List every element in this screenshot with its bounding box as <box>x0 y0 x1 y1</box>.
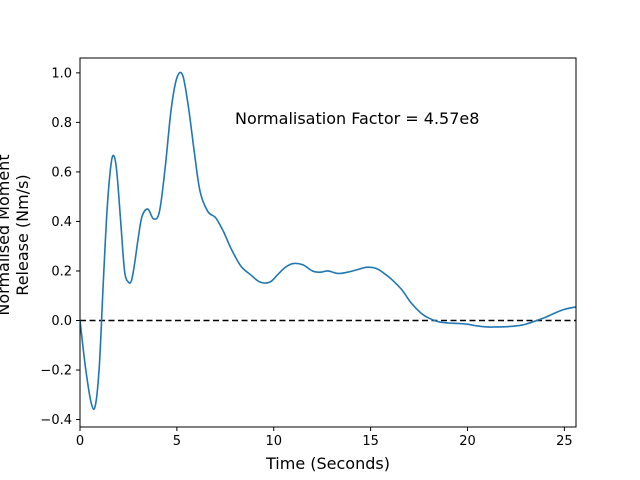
data-point <box>428 317 429 318</box>
data-point <box>448 322 449 323</box>
data-point <box>277 274 278 275</box>
data-point <box>120 221 121 222</box>
data-point <box>165 166 166 167</box>
data-point <box>285 267 286 268</box>
data-point <box>153 218 154 219</box>
data-point <box>457 323 458 324</box>
x-tick-label: 15 <box>362 434 379 449</box>
x-tick-label: 5 <box>173 434 181 449</box>
data-point <box>131 280 132 281</box>
data-point <box>477 325 478 326</box>
data-point <box>223 231 224 232</box>
data-point <box>99 364 100 365</box>
data-point <box>401 289 402 290</box>
data-point <box>128 282 129 283</box>
data-point <box>182 75 183 76</box>
data-point <box>231 248 232 249</box>
data-point <box>486 326 487 327</box>
data-point <box>200 191 201 192</box>
data-point <box>107 208 108 209</box>
data-point <box>525 324 526 325</box>
axes-frame <box>79 57 577 428</box>
x-tick-label: 10 <box>265 434 282 449</box>
plot-area <box>80 71 576 411</box>
data-point <box>124 270 125 271</box>
data-point <box>391 279 392 280</box>
data-point <box>376 268 377 269</box>
data-point <box>467 324 468 325</box>
data-point <box>110 164 111 165</box>
data-point <box>564 309 565 310</box>
x-tick-label: 25 <box>556 434 573 449</box>
data-point <box>554 312 555 313</box>
data-point <box>337 273 338 274</box>
x-tick-label: 20 <box>459 434 476 449</box>
data-point <box>113 155 114 156</box>
data-point <box>420 312 421 313</box>
data-point <box>366 267 367 268</box>
data-point <box>269 282 270 283</box>
series-line-0 <box>80 71 576 411</box>
data-point <box>116 171 117 172</box>
data-point <box>103 283 104 284</box>
data-point <box>91 404 92 405</box>
data-point <box>250 274 251 275</box>
data-point <box>138 238 139 239</box>
data-point <box>384 273 385 274</box>
axis-ticks: 0 5 10 15 20 25 −0.4 −0.2 0.0 0.2 0.4 0.6 0.8 1.0 <box>40 66 572 449</box>
normalisation-annotation: Normalisation Factor = 4.57e8 <box>235 109 479 128</box>
y-tick-label: 0.2 <box>51 264 72 279</box>
data-point <box>411 303 412 304</box>
y-tick-label: −0.4 <box>40 413 72 428</box>
data-point <box>170 109 171 110</box>
data-point <box>438 321 439 322</box>
data-point <box>147 208 148 209</box>
data-point <box>356 269 357 270</box>
data-point <box>260 282 261 283</box>
data-point <box>176 77 177 78</box>
data-point <box>95 404 96 405</box>
data-point <box>85 369 86 370</box>
data-point <box>302 264 303 265</box>
data-point <box>134 265 135 266</box>
data-point <box>320 272 321 273</box>
y-axis-label-line2: Release (Nm/s) <box>13 174 32 295</box>
data-point <box>293 263 294 264</box>
data-point <box>515 325 516 326</box>
data-point <box>506 326 507 327</box>
y-tick-label: 1.0 <box>51 66 72 81</box>
data-point <box>496 326 497 327</box>
x-axis-label: Time (Seconds) <box>265 454 390 473</box>
x-tick-label: 0 <box>76 434 84 449</box>
data-point <box>215 217 216 218</box>
data-point <box>327 270 328 271</box>
data-point <box>347 272 348 273</box>
y-tick-label: 0.8 <box>51 116 72 131</box>
data-point <box>207 211 208 212</box>
data-point <box>535 320 536 321</box>
y-axis-label: Normalised Moment Release (Nm/s) <box>0 154 32 315</box>
data-point <box>188 107 189 108</box>
data-point <box>194 152 195 153</box>
data-point <box>159 211 160 212</box>
y-tick-label: 0.0 <box>51 314 72 329</box>
y-tick-label: −0.2 <box>40 364 72 379</box>
y-tick-label: 0.4 <box>51 215 72 230</box>
y-axis-label-line1: Normalised Moment <box>0 154 13 315</box>
data-point <box>544 317 545 318</box>
y-tick-label: 0.6 <box>51 165 72 180</box>
data-point <box>240 265 241 266</box>
data-point <box>312 270 313 271</box>
data-point <box>141 216 142 217</box>
